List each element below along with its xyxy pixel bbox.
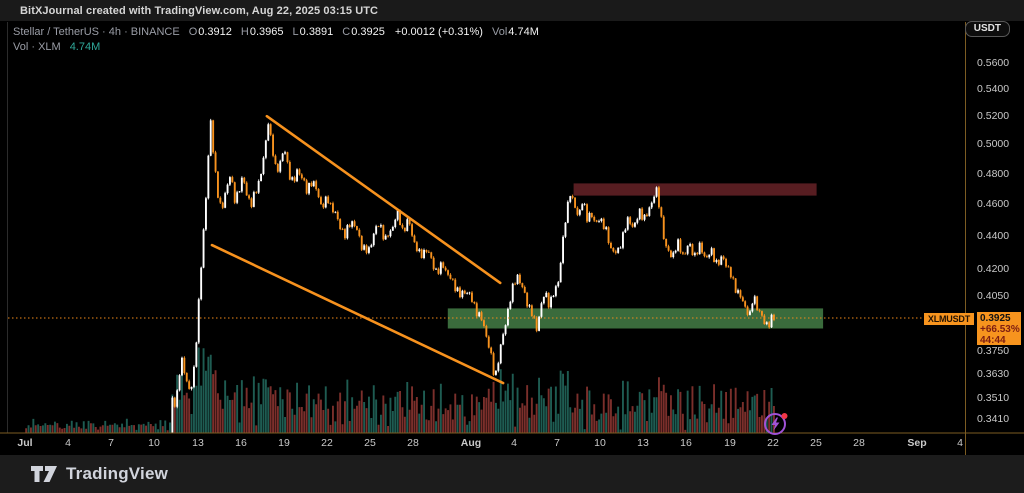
price-tick-label: 0.5400 — [977, 83, 1010, 95]
time-tick-label: 25 — [364, 437, 376, 449]
price-tick-label: 0.4200 — [977, 263, 1010, 275]
refresh-circle — [764, 413, 786, 435]
low-label: L — [292, 26, 299, 38]
price-tick-label: 0.3510 — [977, 392, 1010, 404]
lightning-bolt-glyph — [771, 417, 780, 431]
time-tick-label: 28 — [853, 437, 865, 449]
high-value: 0.3965 — [249, 26, 284, 38]
time-tick-label: 4 — [511, 437, 517, 449]
candle-countdown: 44:44 — [980, 335, 1006, 346]
last-price-value: 0.3925 — [980, 313, 1011, 324]
price-tick-label: 0.4800 — [977, 168, 1010, 180]
time-tick-label: 7 — [108, 437, 114, 449]
time-tick-label: Sep — [907, 437, 927, 449]
legend-line-1: Stellar / TetherUS · 4h · BINANCE O0.3912… — [13, 25, 539, 40]
time-tick-label: 10 — [148, 437, 160, 449]
time-tick-label: 16 — [680, 437, 692, 449]
open-value: 0.3912 — [198, 26, 232, 38]
price-tick-label: 0.5000 — [977, 138, 1010, 150]
time-tick-label: 25 — [810, 437, 822, 449]
time-tick-label: 19 — [724, 437, 736, 449]
title-text: BitXJournal created with TradingView.com… — [20, 4, 379, 17]
notification-dot — [781, 413, 788, 419]
low-value: 0.3891 — [299, 26, 334, 38]
change-value: +0.0012 (+0.31%) — [394, 26, 483, 38]
price-tick-label: 0.4400 — [977, 230, 1010, 242]
time-tick-label: 19 — [278, 437, 290, 449]
close-label: C — [342, 26, 351, 38]
time-tick-label: Jul — [17, 437, 33, 449]
time-tick-label: 28 — [407, 437, 419, 449]
last-price-badge: 0.3925 +66.53% 44:44 — [977, 312, 1021, 346]
volume-label: Vol — [491, 26, 508, 38]
lightning-refresh-icon[interactable] — [763, 411, 789, 437]
legend-line-2: Vol · XLM 4.74M — [13, 40, 539, 55]
open-label: O — [188, 26, 198, 38]
price-change-percent: +66.53% — [980, 324, 1020, 335]
symbol-title[interactable]: Stellar / TetherUS · 4h · BINANCE — [13, 26, 180, 38]
currency-toggle-button[interactable]: USDT — [964, 21, 1010, 37]
title-bar: BitXJournal created with TradingView.com… — [0, 0, 1024, 21]
tradingview-logo-icon[interactable] — [30, 464, 58, 484]
time-tick-label: 13 — [192, 437, 204, 449]
time-tick-label: 7 — [554, 437, 560, 449]
symbol-price-tag: XLMUSDT — [923, 313, 974, 325]
volume-indicator-label[interactable]: Vol · XLM — [13, 41, 61, 53]
price-tick-label: 0.4050 — [977, 290, 1010, 302]
price-tick-label: 0.3630 — [977, 368, 1010, 380]
price-tick-label: 0.5200 — [977, 110, 1010, 122]
footer-brand-bar: TradingView — [0, 455, 1024, 493]
volume-value: 4.74M — [508, 26, 539, 38]
time-tick-label: 13 — [637, 437, 649, 449]
time-tick-label: 10 — [594, 437, 606, 449]
price-tick-label: 0.4600 — [977, 198, 1010, 210]
price-tick-label: 0.3410 — [977, 413, 1010, 425]
time-tick-label: 16 — [235, 437, 247, 449]
volume-indicator-value: 4.74M — [69, 41, 101, 53]
time-tick-label: 22 — [767, 437, 779, 449]
price-tick-label: 0.5600 — [977, 57, 1010, 69]
brand-name[interactable]: TradingView — [66, 464, 169, 483]
time-tick-label: 4 — [65, 437, 71, 449]
close-value: 0.3925 — [351, 26, 385, 38]
high-label: H — [240, 26, 249, 38]
time-tick-label: 4 — [957, 437, 963, 449]
price-tick-label: 0.3750 — [977, 345, 1010, 357]
time-tick-label: 22 — [321, 437, 333, 449]
chart-legend: Stellar / TetherUS · 4h · BINANCE O0.3912… — [13, 25, 539, 55]
time-tick-label: Aug — [460, 437, 482, 449]
